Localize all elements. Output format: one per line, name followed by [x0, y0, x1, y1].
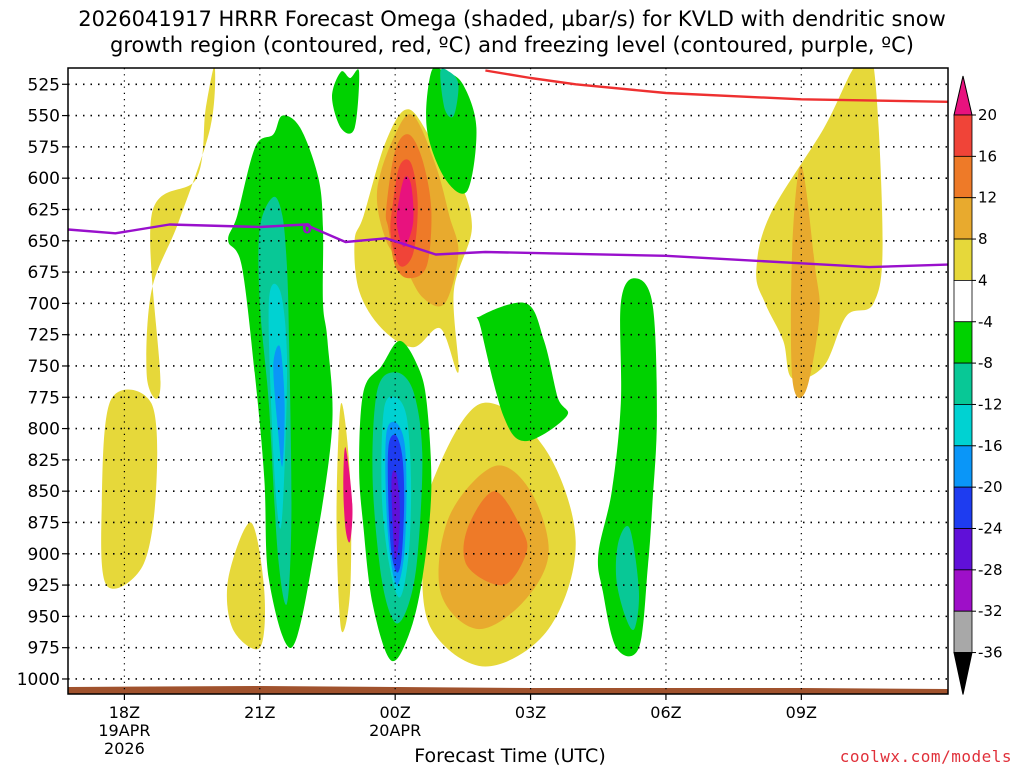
- y-tick-label: 875: [28, 513, 60, 533]
- colorbar-label: -32: [978, 602, 1003, 620]
- colorbar-swatch: [953, 321, 973, 364]
- series-line: [485, 69, 948, 103]
- omega-shading: [68, 68, 948, 694]
- chart-title-line-1: 2026041917 HRRR Forecast Omega (shaded, …: [78, 7, 946, 31]
- y-tick-label: 650: [28, 232, 60, 252]
- colorbar-label: 12: [978, 189, 997, 207]
- y-tick-label: 800: [28, 420, 60, 440]
- colorbar-label: 20: [978, 106, 997, 124]
- colorbar-cap-top: [953, 75, 973, 116]
- y-tick-label: 775: [28, 388, 60, 408]
- colorbar-swatch: [953, 610, 973, 653]
- x-tick-label: 20APR: [369, 721, 421, 740]
- chart-title: 2026041917 HRRR Forecast Omega (shaded, …: [0, 6, 1024, 58]
- colorbar: 20 16 12 8 4 -4 -8 -12 -16 -20 -24 -28 -32 -36: [953, 75, 1003, 695]
- y-tick-label: 550: [28, 107, 60, 127]
- omega-region: [273, 345, 285, 467]
- source-credit: coolwx.com/models: [839, 747, 1012, 766]
- omega-region: [476, 302, 569, 442]
- colorbar-swatch: [953, 569, 973, 612]
- colorbar-label: -4: [978, 313, 993, 331]
- x-tick-label: 21Z: [244, 703, 275, 722]
- y-tick-label: 675: [28, 263, 60, 283]
- colorbar-label: -12: [978, 395, 1003, 413]
- colorbar-label: 8: [978, 230, 988, 248]
- omega-region: [440, 68, 459, 118]
- y-tick-label: 975: [28, 639, 60, 659]
- colorbar-swatch: [953, 404, 973, 447]
- y-tick-label: 575: [28, 138, 60, 158]
- colorbar-swatch: [953, 362, 973, 405]
- y-tick-label: 625: [28, 200, 60, 220]
- colorbar-label: -20: [978, 478, 1003, 496]
- y-tick-label: 950: [28, 607, 60, 627]
- series-line: [68, 223, 948, 269]
- y-tick-label: 825: [28, 451, 60, 471]
- y-tick-label: 850: [28, 482, 60, 502]
- x-tick-label: 00Z: [380, 703, 411, 722]
- y-tick-label: 700: [28, 294, 60, 314]
- y-tick-label: 725: [28, 326, 60, 346]
- colorbar-swatch: [953, 114, 973, 157]
- y-tick-label: 925: [28, 576, 60, 596]
- x-tick-label: 2026: [104, 739, 145, 758]
- x-tick-label: 03Z: [515, 703, 546, 722]
- x-tick-label: 06Z: [650, 703, 681, 722]
- y-tick-label: 900: [28, 545, 60, 565]
- plot-area: 0: [67, 67, 949, 695]
- omega-region: [790, 165, 820, 399]
- colorbar-label: -28: [978, 561, 1003, 579]
- y-tick-label: 1000: [17, 670, 60, 690]
- colorbar-label: -16: [978, 437, 1003, 455]
- omega-region: [463, 491, 528, 586]
- colorbar-label: -24: [978, 520, 1003, 538]
- omega-region: [597, 278, 657, 657]
- y-tick-label: 525: [28, 75, 60, 95]
- ground-surface: [68, 685, 948, 694]
- grid-lines: [68, 68, 948, 694]
- x-tick-label: 09Z: [786, 703, 817, 722]
- omega-region: [756, 68, 883, 380]
- y-tick-label: 750: [28, 357, 60, 377]
- omega-region: [343, 447, 353, 543]
- colorbar-swatch: [953, 486, 973, 529]
- chart-title-line-2: growth region (contoured, red, ºC) and f…: [110, 33, 914, 57]
- colorbar-swatch: [953, 445, 973, 488]
- contour-lines: 0: [68, 69, 948, 269]
- omega-region: [146, 68, 216, 399]
- omega-region: [615, 525, 640, 631]
- omega-region: [332, 69, 360, 134]
- colorbar-swatch: [953, 238, 973, 281]
- omega-region: [101, 389, 158, 589]
- omega-region: [226, 522, 265, 650]
- colorbar-cap-bottom: [953, 652, 973, 695]
- omega-region: [426, 68, 477, 194]
- contour-label: 0: [302, 221, 312, 237]
- colorbar-label: -36: [978, 644, 1003, 662]
- x-tick-label: 19APR: [98, 721, 150, 740]
- colorbar-swatch: [953, 155, 973, 199]
- colorbar-label: 4: [978, 271, 988, 289]
- colorbar-swatch: [953, 528, 973, 571]
- colorbar-label: -8: [978, 354, 993, 372]
- plot-frame: [67, 67, 949, 695]
- colorbar-swatch: [953, 197, 973, 240]
- colorbar-swatch: [953, 279, 973, 323]
- y-tick-label: 600: [28, 169, 60, 189]
- colorbar-label: 16: [978, 147, 997, 165]
- x-axis-title: Forecast Time (UTC): [414, 745, 606, 767]
- omega-region: [396, 176, 414, 248]
- y-axis: 525 550 575 600 625 650 675 700 725 750 775 800 825 8…: [17, 75, 68, 690]
- x-tick-label: 18Z: [109, 703, 140, 722]
